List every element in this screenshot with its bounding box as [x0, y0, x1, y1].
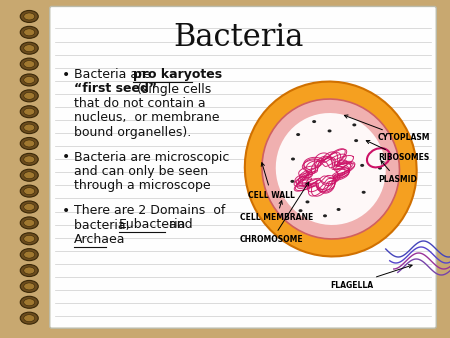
Text: Bacteria are microscopic: Bacteria are microscopic [74, 150, 229, 164]
Ellipse shape [378, 167, 382, 170]
Ellipse shape [298, 209, 302, 212]
Text: FLAGELLA: FLAGELLA [330, 265, 412, 290]
Ellipse shape [24, 29, 35, 36]
Text: Bacteria: Bacteria [173, 22, 304, 53]
Text: •: • [62, 150, 70, 165]
Text: Archaea: Archaea [74, 233, 125, 246]
Ellipse shape [306, 200, 310, 203]
Text: There are 2 Domains  of: There are 2 Domains of [74, 204, 225, 217]
Ellipse shape [312, 120, 316, 123]
Ellipse shape [245, 81, 417, 257]
Ellipse shape [24, 172, 35, 179]
Ellipse shape [20, 265, 38, 276]
Ellipse shape [20, 42, 38, 54]
Ellipse shape [24, 203, 35, 211]
Ellipse shape [276, 113, 386, 225]
Ellipse shape [24, 251, 35, 258]
Text: (single cells: (single cells [133, 82, 211, 96]
Ellipse shape [20, 217, 38, 229]
Text: bacteria,: bacteria, [74, 218, 133, 232]
Ellipse shape [24, 156, 35, 163]
Text: PLASMID: PLASMID [378, 161, 417, 185]
FancyBboxPatch shape [50, 6, 436, 328]
Text: and can only be seen: and can only be seen [74, 165, 208, 178]
Ellipse shape [24, 124, 35, 131]
Text: that do not contain a: that do not contain a [74, 97, 205, 110]
Text: nucleus,  or membrane: nucleus, or membrane [74, 112, 219, 124]
Text: •: • [62, 68, 70, 82]
Ellipse shape [290, 180, 294, 183]
Ellipse shape [20, 106, 38, 118]
Text: CHROMOSOME: CHROMOSOME [240, 182, 309, 244]
Ellipse shape [20, 138, 38, 149]
Ellipse shape [24, 13, 35, 20]
Text: CELL MEMBRANE: CELL MEMBRANE [240, 201, 313, 222]
Text: bound organelles).: bound organelles). [74, 126, 191, 139]
Text: CELL WALL: CELL WALL [248, 163, 295, 199]
Ellipse shape [323, 214, 327, 217]
Ellipse shape [24, 188, 35, 195]
Ellipse shape [296, 133, 300, 136]
Ellipse shape [20, 74, 38, 86]
Ellipse shape [20, 10, 38, 22]
Text: through a microscope: through a microscope [74, 179, 211, 193]
Ellipse shape [20, 281, 38, 292]
Ellipse shape [20, 169, 38, 181]
Text: •: • [62, 204, 70, 218]
Text: CYTOPLASM: CYTOPLASM [344, 115, 431, 143]
Ellipse shape [24, 140, 35, 147]
Ellipse shape [24, 61, 35, 68]
Ellipse shape [354, 139, 358, 142]
Ellipse shape [24, 283, 35, 290]
Ellipse shape [24, 315, 35, 322]
Text: Eubacteria: Eubacteria [119, 218, 186, 232]
Ellipse shape [262, 99, 400, 239]
Ellipse shape [24, 45, 35, 52]
Ellipse shape [20, 249, 38, 261]
Ellipse shape [20, 201, 38, 213]
Ellipse shape [20, 312, 38, 324]
Text: RIBOSOMES: RIBOSOMES [366, 141, 429, 163]
Ellipse shape [328, 129, 332, 132]
Ellipse shape [20, 296, 38, 308]
Ellipse shape [20, 90, 38, 102]
Ellipse shape [360, 164, 364, 167]
Text: Bacteria are: Bacteria are [74, 68, 154, 81]
Ellipse shape [291, 158, 295, 161]
Text: and: and [165, 218, 192, 232]
Ellipse shape [24, 267, 35, 274]
Text: “first seed”: “first seed” [74, 82, 157, 96]
Ellipse shape [20, 122, 38, 134]
Ellipse shape [24, 92, 35, 99]
Ellipse shape [24, 235, 35, 242]
Ellipse shape [20, 153, 38, 165]
Ellipse shape [337, 208, 341, 211]
Ellipse shape [20, 26, 38, 38]
Text: pro karyotes: pro karyotes [133, 68, 222, 81]
Ellipse shape [20, 58, 38, 70]
Ellipse shape [362, 191, 366, 194]
Ellipse shape [24, 219, 35, 226]
Ellipse shape [20, 185, 38, 197]
Ellipse shape [24, 108, 35, 115]
Ellipse shape [20, 233, 38, 245]
Ellipse shape [24, 299, 35, 306]
Ellipse shape [352, 123, 356, 126]
Ellipse shape [24, 76, 35, 83]
